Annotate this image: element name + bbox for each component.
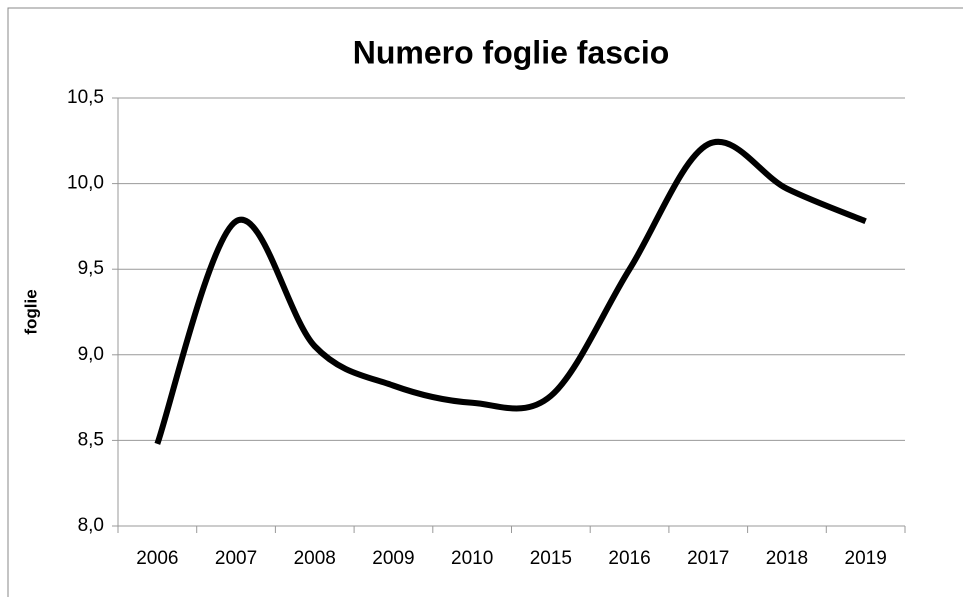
y-axis-label: foglie (21, 289, 40, 334)
y-tick-label: 10,5 (67, 87, 104, 108)
x-tick-label: 2017 (687, 548, 729, 569)
x-tick-label: 2019 (845, 548, 887, 569)
x-tick-label: 2009 (372, 548, 414, 569)
x-tick-label: 2008 (294, 548, 336, 569)
chart-frame (7, 7, 963, 597)
y-tick-label: 10,0 (67, 173, 104, 194)
y-tick-label: 8,0 (78, 515, 104, 536)
x-tick-label: 2018 (766, 548, 808, 569)
data-line (154, 138, 867, 445)
chart-title: Numero foglie fascio (353, 34, 670, 70)
x-tick-label: 2015 (530, 548, 572, 569)
y-tick-label: 8,5 (78, 429, 104, 450)
x-tick-label: 2010 (451, 548, 493, 569)
y-tick-label: 9,0 (78, 344, 104, 365)
x-tick-label: 2007 (215, 548, 257, 569)
y-tick-label: 9,5 (78, 258, 104, 279)
x-tick-label: 2006 (136, 548, 178, 569)
x-tick-label: 2016 (608, 548, 650, 569)
